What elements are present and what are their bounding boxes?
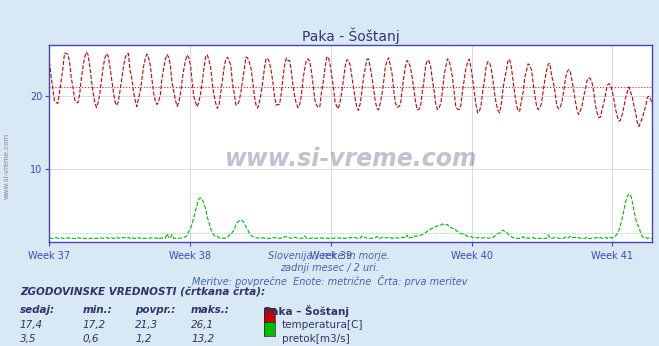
Text: 26,1: 26,1 (191, 320, 214, 330)
Text: sedaj:: sedaj: (20, 305, 55, 315)
Text: 17,2: 17,2 (82, 320, 105, 330)
Text: min.:: min.: (82, 305, 112, 315)
Text: Meritve: povprečne  Enote: metrične  Črta: prva meritev: Meritve: povprečne Enote: metrične Črta:… (192, 275, 467, 287)
Text: 1,2: 1,2 (135, 334, 152, 344)
Text: ZGODOVINSKE VREDNOSTI (črtkana črta):: ZGODOVINSKE VREDNOSTI (črtkana črta): (20, 288, 265, 298)
Text: zadnji mesec / 2 uri.: zadnji mesec / 2 uri. (280, 263, 379, 273)
Title: Paka - Šoštanj: Paka - Šoštanj (302, 27, 400, 44)
Text: 0,6: 0,6 (82, 334, 99, 344)
Text: Paka – Šoštanj: Paka – Šoštanj (264, 305, 349, 317)
Text: maks.:: maks.: (191, 305, 230, 315)
Text: 21,3: 21,3 (135, 320, 158, 330)
Text: povpr.:: povpr.: (135, 305, 175, 315)
Text: Slovenija / reke in morje.: Slovenija / reke in morje. (268, 251, 391, 261)
Text: www.si-vreme.com: www.si-vreme.com (3, 133, 10, 199)
Text: 17,4: 17,4 (20, 320, 43, 330)
Text: www.si-vreme.com: www.si-vreme.com (225, 147, 477, 171)
Text: temperatura[C]: temperatura[C] (282, 320, 364, 330)
Text: 3,5: 3,5 (20, 334, 36, 344)
Text: 13,2: 13,2 (191, 334, 214, 344)
Text: pretok[m3/s]: pretok[m3/s] (282, 334, 350, 344)
